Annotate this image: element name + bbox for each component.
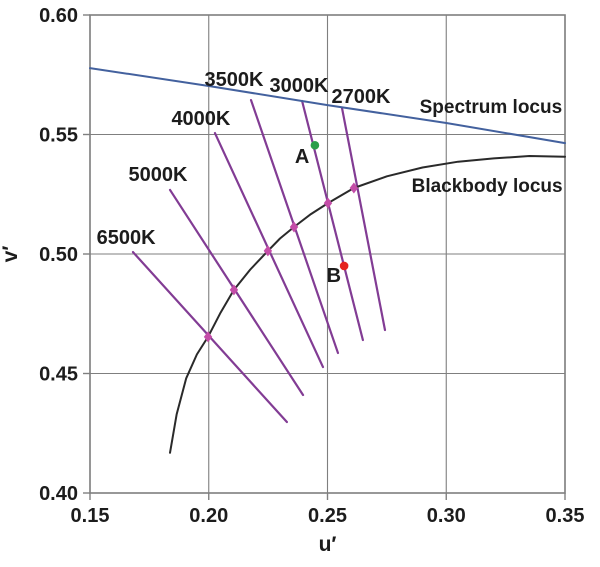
point-label-a: A <box>295 146 309 168</box>
x-tick-label: 0.30 <box>427 505 466 527</box>
point-marker-a <box>310 140 320 150</box>
x-axis-label: u′ <box>319 533 337 556</box>
x-tick-label: 0.20 <box>189 505 228 527</box>
x-tick-label: 0.15 <box>71 505 110 527</box>
isotherm-locus-marker-6500k <box>203 331 213 343</box>
x-tick-label: 0.25 <box>308 505 347 527</box>
point-marker-b <box>339 261 349 271</box>
blackbody-locus-label: Blackbody locus <box>412 176 563 197</box>
spectrum-locus-label: Spectrum locus <box>420 97 563 118</box>
y-axis-label: v′ <box>0 246 22 263</box>
isotherm-label-4000k: 4000K <box>171 108 230 130</box>
y-tick-label: 0.60 <box>39 5 78 27</box>
isotherm-label-5000k: 5000K <box>128 164 187 186</box>
x-tick-label: 0.35 <box>546 505 585 527</box>
isotherm-locus-marker-5000k <box>229 284 239 296</box>
isotherm-locus-marker-4000k <box>263 245 273 257</box>
isotherm-line-2700k <box>340 106 387 332</box>
isotherm-line-3000k <box>300 99 364 342</box>
isotherm-locus-marker-3000k <box>323 197 333 209</box>
y-tick-label: 0.40 <box>39 483 78 505</box>
isotherm-label-2700k: 2700K <box>332 86 391 108</box>
y-tick-label: 0.45 <box>39 364 78 386</box>
plot-border <box>89 14 566 494</box>
blackbody-locus-line <box>169 155 566 454</box>
point-label-b: B <box>327 265 341 287</box>
isotherm-locus-marker-3500k <box>289 221 299 233</box>
y-tick-label: 0.55 <box>39 125 78 147</box>
spectrum-locus-line <box>89 67 566 145</box>
isotherm-line-5000k <box>168 188 305 397</box>
isotherm-label-3000k: 3000K <box>270 75 329 97</box>
isotherm-label-3500k: 3500K <box>204 69 263 91</box>
y-tick-label: 0.50 <box>39 244 78 266</box>
isotherm-label-6500k: 6500K <box>97 227 156 249</box>
isotherm-locus-marker-2700k <box>349 182 359 194</box>
